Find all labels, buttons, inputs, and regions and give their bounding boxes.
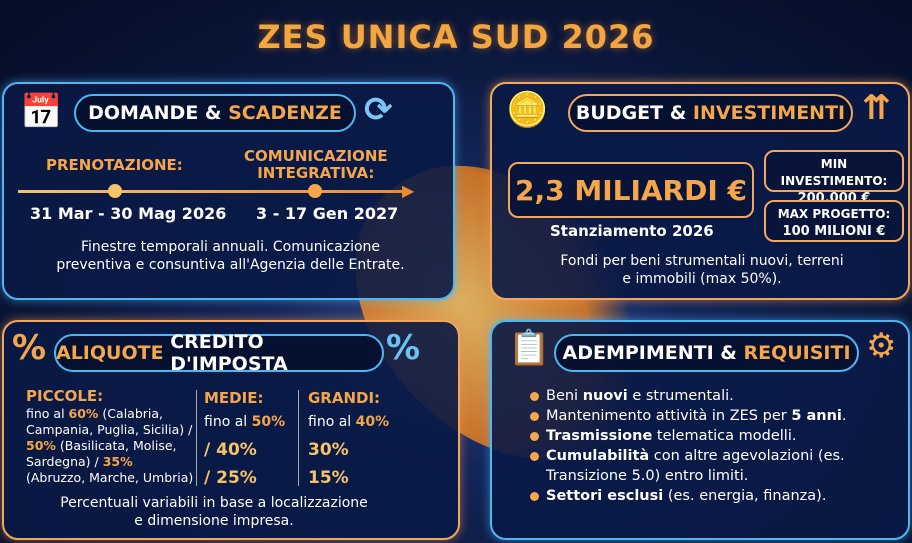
note-line: preventiva e consuntiva all'Agenzia dell… [56, 257, 405, 273]
comunicazione-date: 3 - 17 Gen 2027 [256, 204, 399, 223]
emphasis: Trasmissione [546, 428, 653, 444]
rate: 35% [102, 454, 133, 469]
list-item: Settori esclusi (es. energia, finanza). [528, 486, 898, 506]
percent-icon: % [12, 328, 47, 368]
grandi-column: GRANDI: fino al 40% 30% 15% [308, 388, 389, 492]
max-label: MAX PROGETTO: [777, 207, 891, 221]
emphasis: Cumulabilità [546, 448, 650, 464]
comunicazione-label: COMUNICAZIONE INTEGRATIVA: [244, 148, 388, 182]
clock-icon: ⟳ [364, 90, 393, 130]
emphasis: nuovi [582, 388, 628, 404]
column-divider [298, 390, 299, 486]
list-item: Trasmissione telematica modelli. [528, 426, 898, 446]
text: . [841, 408, 847, 424]
emphasis: 5 anni [791, 408, 842, 424]
grandi-label: GRANDI: [308, 389, 381, 407]
heading-highlight: SCADENZE [228, 102, 342, 124]
text: fino al [204, 414, 252, 430]
section-heading: ADEMPIMENTI & REQUISITI [554, 334, 859, 372]
min-label: MIN INVESTIMENTO: [780, 157, 888, 188]
grandi-rate: 15% [308, 468, 349, 488]
note-line: e immobili (max 50%). [622, 271, 782, 287]
medie-column: MEDIE: fino al 50% / 40% / 25% [204, 388, 285, 492]
heading-highlight: REQUISITI [743, 342, 851, 364]
heading-highlight: INVESTIMENTI [692, 102, 846, 124]
piccole-column: PICCOLE: fino al 60% (Calabria, Campania… [26, 388, 194, 486]
budget-amount-box: 2,3 MILIARDI € [508, 162, 754, 218]
text: e strumentali. [627, 388, 734, 404]
note-line: Fondi per beni strumentali nuovi, terren… [560, 253, 844, 269]
budget-caption: Stanziamento 2026 [550, 222, 714, 240]
max-value: 100 MILIONI € [782, 224, 886, 239]
text: telematica modelli. [652, 428, 797, 444]
grandi-rate: 30% [308, 440, 349, 460]
piccole-label: PICCOLE: [26, 387, 104, 405]
rate: 50% [26, 438, 56, 453]
coins-icon: 🪙 [506, 90, 549, 130]
heading-part: CREDITO D'IMPOSTA [170, 331, 288, 375]
timeline-arrow-icon: ▶ [402, 181, 415, 200]
list-item: Cumulabilità con altre agevolazioni (es.… [528, 446, 898, 486]
heading-part: BUDGET & [575, 102, 687, 124]
percent-icon: % [386, 328, 421, 368]
rate: 60% [68, 406, 99, 421]
scadenze-note: Finestre temporali annuali. Comunicazion… [4, 238, 457, 274]
max-progetto-box: MAX PROGETTO: 100 MILIONI € [764, 200, 904, 242]
note-line: e dimensione impresa. [134, 513, 294, 529]
medie-rate: / 25% [204, 468, 257, 488]
text: (Calabria, Campania, Puglia, Sicilia) / [26, 406, 193, 437]
column-divider [196, 390, 197, 486]
text: con altre agevolazioni (es. Transizione … [546, 448, 845, 484]
note-line: Percentuali variabili in base a localizz… [60, 495, 368, 511]
grandi-rate: fino al 40% [308, 408, 389, 436]
panel-domande-scadenze: 📅 DOMANDE & SCADENZE ⟳ PRENOTAZIONE: COM… [2, 82, 455, 300]
medie-rate: / 40% [204, 440, 257, 460]
text: fino al [308, 414, 356, 430]
min-investimento-box: MIN INVESTIMENTO: 200.000 € [764, 150, 904, 206]
heading-part: DOMANDE & [88, 102, 222, 124]
text: fino al [26, 406, 69, 421]
budget-note: Fondi per beni strumentali nuovi, terren… [492, 252, 912, 288]
requisiti-list: Beni nuovi e strumentali. Mantenimento a… [528, 386, 898, 506]
section-heading: DOMANDE & SCADENZE [74, 94, 356, 132]
text: Mantenimento attività in ZES per [546, 408, 792, 424]
medie-label: MEDIE: [204, 389, 264, 407]
page-title: ZES UNICA SUD 2026 [257, 18, 655, 56]
medie-rate: fino al 50% [204, 408, 285, 436]
prenotazione-label: PRENOTAZIONE: [46, 156, 183, 174]
heading-highlight: ALIQUOTE [56, 342, 164, 364]
text: (es. energia, finanza). [663, 488, 827, 504]
text: (Abruzzo, Marche, Umbria) [26, 470, 194, 485]
panel-budget-investimenti: 🪙 BUDGET & INVESTIMENTI ⇈ 2,3 MILIARDI €… [490, 82, 910, 300]
label-line: INTEGRATIVA: [257, 164, 375, 182]
note-line: Finestre temporali annuali. Comunicazion… [80, 239, 381, 255]
section-heading: BUDGET & INVESTIMENTI [568, 94, 853, 132]
gear-icon: ⚙ [866, 326, 897, 366]
aliquote-note: Percentuali variabili in base a localizz… [4, 494, 424, 530]
label-line: COMUNICAZIONE [244, 147, 388, 165]
panel-aliquote: % ALIQUOTE CREDITO D'IMPOSTA % PICCOLE: … [2, 320, 460, 540]
panel-adempimenti: 📋 ADEMPIMENTI & REQUISITI ⚙ Beni nuovi e… [490, 320, 910, 540]
calendar-icon: 📅 [20, 92, 63, 132]
rate: 40% [355, 414, 390, 430]
rate: 50% [251, 414, 286, 430]
timeline-line [18, 190, 408, 193]
timeline-dot [108, 184, 122, 198]
emphasis: Settori esclusi [546, 488, 664, 504]
checklist-icon: 📋 [508, 328, 551, 368]
growth-arrows-icon: ⇈ [862, 88, 891, 128]
heading-part: ADEMPIMENTI & [562, 342, 737, 364]
section-heading: ALIQUOTE CREDITO D'IMPOSTA [54, 331, 384, 375]
text: (Basilicata, Molise, Sardegna) / [26, 438, 177, 469]
prenotazione-date: 31 Mar - 30 Mag 2026 [30, 204, 227, 223]
timeline-dot [308, 184, 322, 198]
list-item: Mantenimento attività in ZES per 5 anni. [528, 406, 898, 426]
budget-amount: 2,3 MILIARDI € [514, 173, 747, 207]
list-item: Beni nuovi e strumentali. [528, 386, 898, 406]
text: Beni [546, 388, 583, 404]
